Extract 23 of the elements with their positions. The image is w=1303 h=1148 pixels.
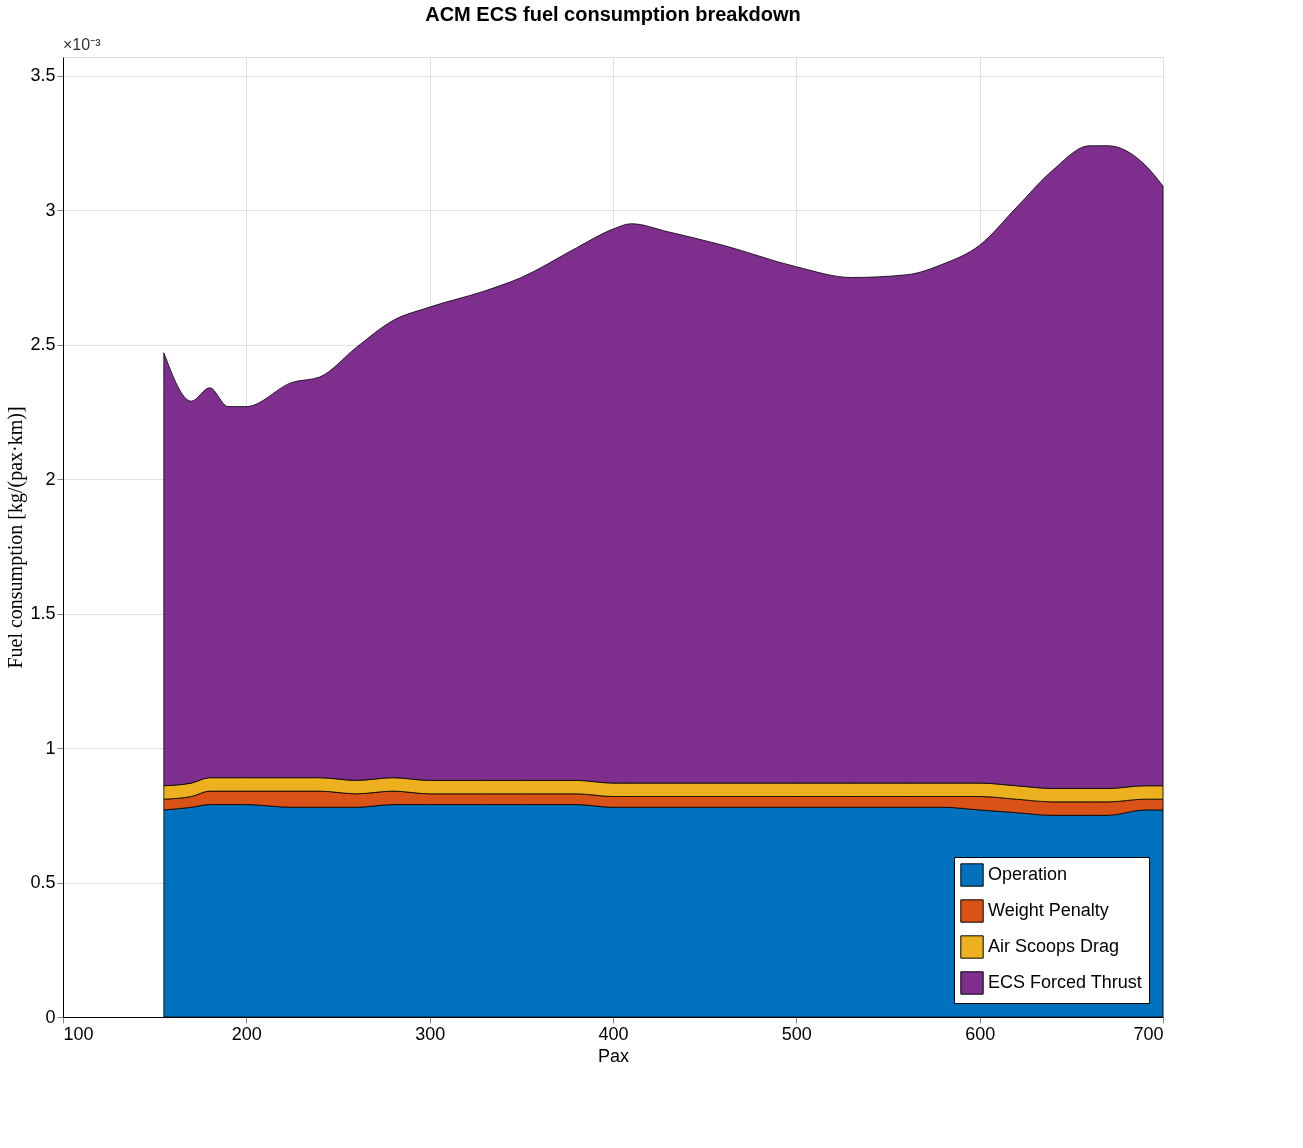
legend-label: Air Scoops Drag <box>988 936 1120 956</box>
y-tick-label: 1.5 <box>30 603 56 624</box>
x-tick-label: 700 <box>1133 1023 1164 1044</box>
x-tick-label: 500 <box>781 1023 812 1044</box>
x-axis-title: Pax <box>597 1045 630 1066</box>
y-tick-label: 3 <box>45 199 56 220</box>
legend-label: Operation <box>988 864 1068 884</box>
x-tick-label: 200 <box>231 1023 262 1044</box>
y-tick-label: 2.5 <box>30 334 56 355</box>
x-tick-label: 300 <box>415 1023 446 1044</box>
chart-title: ACM ECS fuel consumption breakdown <box>425 3 801 25</box>
y-tick-label: 0 <box>45 1006 56 1027</box>
legend-label: ECS Forced Thrust <box>988 972 1142 992</box>
x-tick-label: 100 <box>63 1023 94 1044</box>
y-tick-label: 2 <box>45 468 56 489</box>
y-tick-label: 1 <box>45 737 56 758</box>
y-tick-label: 0.5 <box>30 872 56 893</box>
text: ×10⁻³ <box>63 36 102 53</box>
legend-label: Weight Penalty <box>988 900 1109 920</box>
y-axis-title: Fuel consumption [kg/(pax·km)] <box>4 406 28 669</box>
x-tick-label: 600 <box>965 1023 996 1044</box>
y-tick-label: 3.5 <box>30 65 56 86</box>
x-tick-label: 400 <box>598 1023 629 1044</box>
